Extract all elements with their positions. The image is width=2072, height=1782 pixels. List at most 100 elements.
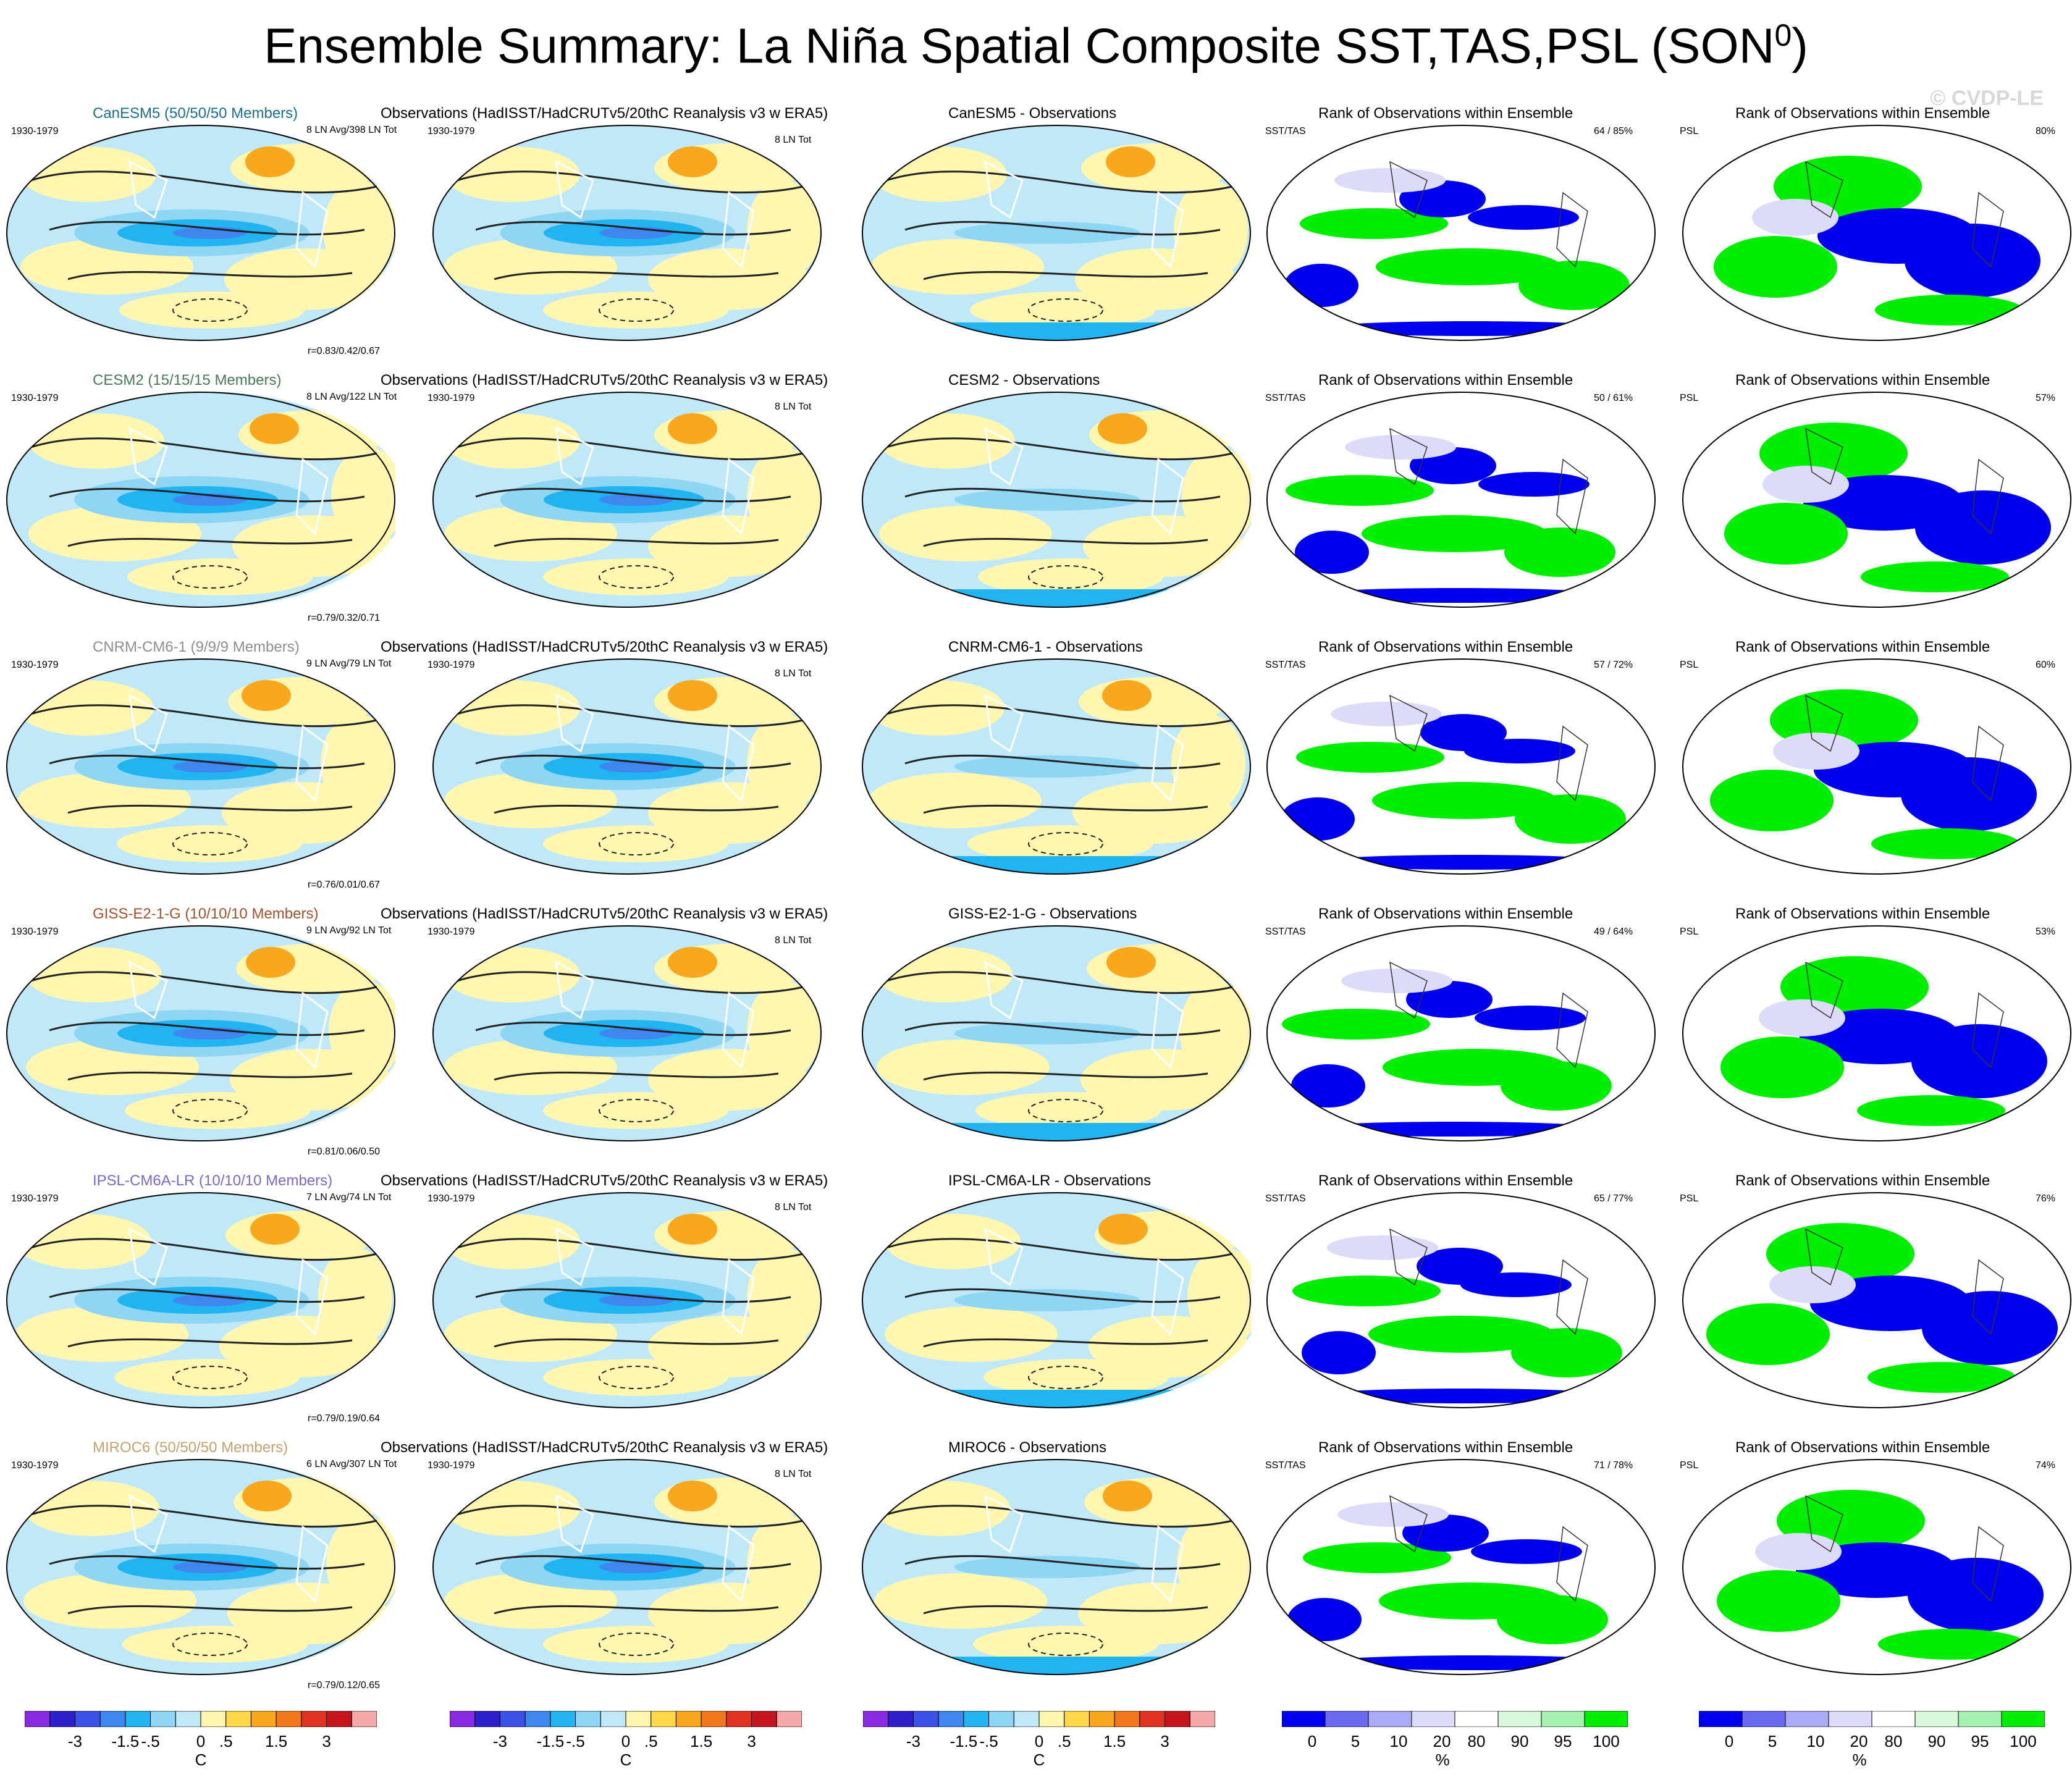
- period-label: 1930-1979: [11, 660, 59, 670]
- psl-contour: [30, 437, 377, 461]
- rank-region: [1296, 742, 1444, 773]
- warm-core: [668, 947, 717, 978]
- figure-title: Ensemble Summary: La Niña Spatial Compos…: [264, 18, 1808, 74]
- observations-composite-map: [432, 1459, 822, 1675]
- colorbar-tick-label: 0: [1034, 1732, 1044, 1750]
- period-label: 1930-1979: [427, 393, 475, 403]
- rank-region: [1327, 1235, 1438, 1260]
- rank-title: Rank of Observations within Ensemble: [1318, 1172, 1573, 1189]
- psl-contour: [494, 804, 779, 814]
- warm-patch: [885, 1214, 1021, 1269]
- rank-region: [1300, 208, 1448, 239]
- obs-title: Observations (HadISST/HadCRUTv5/20thC Re…: [381, 1172, 828, 1189]
- rank-region: [1905, 224, 2040, 298]
- difference-map: [862, 1192, 1251, 1408]
- colorbar-tick-label: 90: [1927, 1732, 1946, 1750]
- psl-contour: [886, 1238, 1233, 1261]
- pattern-correlation: r=0.76/0.01/0.67: [308, 880, 380, 890]
- colorbar-tick-label: 90: [1510, 1732, 1529, 1750]
- warm-patch: [879, 506, 1052, 561]
- coastline: [1389, 961, 1588, 1069]
- sst-rank-percent: 65 / 77%: [1594, 1193, 1633, 1204]
- diff-band: [954, 1289, 1140, 1311]
- rank-region: [1871, 828, 2019, 859]
- colorbar-swatch: [499, 1710, 526, 1728]
- difference-map: [862, 658, 1251, 875]
- warm-core: [668, 413, 717, 444]
- coastline: [1389, 427, 1588, 535]
- psl-contour: [30, 1238, 377, 1261]
- pattern-correlation: r=0.79/0.19/0.64: [308, 1413, 380, 1424]
- map-border: [862, 125, 1251, 341]
- panel-row: GISS-E2-1-G (10/10/10 Members) 1930-1979 9…: [0, 899, 2072, 1166]
- coastline: [1805, 1495, 2004, 1602]
- colorbar-swatch: [938, 1710, 964, 1728]
- psl-contour: [457, 1238, 804, 1261]
- period-label: 1930-1979: [11, 393, 59, 403]
- pattern-correlation: r=0.79/0.12/0.65: [308, 1680, 380, 1691]
- colorbar-swatch: [862, 1710, 889, 1728]
- rank-sst-map: [1266, 392, 1656, 608]
- colorbar-tick-label: 95: [1971, 1732, 1989, 1750]
- colorbar-swatch: [474, 1710, 500, 1728]
- coastline: [555, 1227, 755, 1336]
- psl-contour: [30, 1505, 377, 1528]
- rank-region: [1475, 1006, 1586, 1030]
- coastline: [128, 1494, 329, 1603]
- pattern-correlation: r=0.83/0.42/0.67: [308, 346, 380, 356]
- sst-label: SST/TAS: [1265, 1193, 1306, 1204]
- map-border: [432, 125, 822, 341]
- coastline: [128, 1227, 329, 1336]
- map-border: [6, 125, 395, 341]
- colorbar-tick-label: 3: [322, 1732, 331, 1750]
- colorbar-tick-label: 20: [1850, 1732, 1868, 1750]
- colorbar-swatches: [24, 1710, 377, 1728]
- warm-patch: [869, 773, 1042, 828]
- warm-patch: [1187, 1248, 1251, 1347]
- colorbar-swatch: [1741, 1710, 1786, 1728]
- colorbar-tick-label: -3: [67, 1732, 82, 1750]
- rank-title: Rank of Observations within Ensemble: [1318, 639, 1573, 655]
- coastline: [555, 427, 755, 536]
- rank-region: [1857, 1095, 2005, 1126]
- obs-ln-count: 8 LN Tot: [775, 1469, 812, 1479]
- sst-label: SST/TAS: [1265, 393, 1306, 403]
- coastline: [984, 1227, 1184, 1336]
- map-border: [1682, 1192, 2071, 1408]
- diff-band: [954, 222, 1140, 244]
- coastline: [984, 427, 1184, 536]
- warm-patch: [747, 447, 821, 546]
- warm-patch: [125, 1092, 310, 1129]
- warm-patch: [871, 239, 1044, 295]
- colorbar-swatch: [988, 1710, 1014, 1728]
- psl-contour-negative: [1028, 1633, 1103, 1656]
- rank-region: [1320, 1655, 1628, 1670]
- psl-rank-percent: 80%: [2036, 126, 2056, 137]
- obs-ln-count: 8 LN Tot: [775, 1202, 812, 1213]
- obs-title: Observations (HadISST/HadCRUTv5/20thC Re…: [381, 105, 828, 122]
- colorbar-tick-label: .5: [1057, 1732, 1071, 1750]
- warm-patch: [747, 714, 821, 813]
- colorbar-tick-label: 3: [1160, 1732, 1169, 1750]
- obs-ln-count: 8 LN Tot: [775, 668, 812, 679]
- sst-rank-percent: 71 / 78%: [1594, 1460, 1633, 1471]
- colorbar-swatch: [250, 1710, 277, 1728]
- rank-region: [1368, 1316, 1554, 1353]
- model-composite-map: [6, 1192, 395, 1408]
- psl-contour: [923, 537, 1208, 547]
- rank-region: [1720, 1036, 1844, 1098]
- diff-polar-band: [862, 1657, 1251, 1675]
- rank-region: [1291, 1064, 1365, 1107]
- colorbar-tick-label: 100: [2010, 1732, 2037, 1750]
- map-border: [432, 392, 822, 608]
- coastline: [555, 694, 755, 802]
- rank-region: [1515, 794, 1626, 844]
- rank-region: [1299, 1122, 1607, 1137]
- colorbar-swatch: [1584, 1710, 1628, 1728]
- colorbar-swatch: [1698, 1710, 1743, 1728]
- rank-region: [1714, 236, 1837, 298]
- warm-core: [246, 947, 295, 978]
- psl-label: PSL: [1680, 1460, 1699, 1471]
- colorbar-tick-label: 80: [1467, 1732, 1486, 1750]
- colorbar-tick-label: 10: [1389, 1732, 1408, 1750]
